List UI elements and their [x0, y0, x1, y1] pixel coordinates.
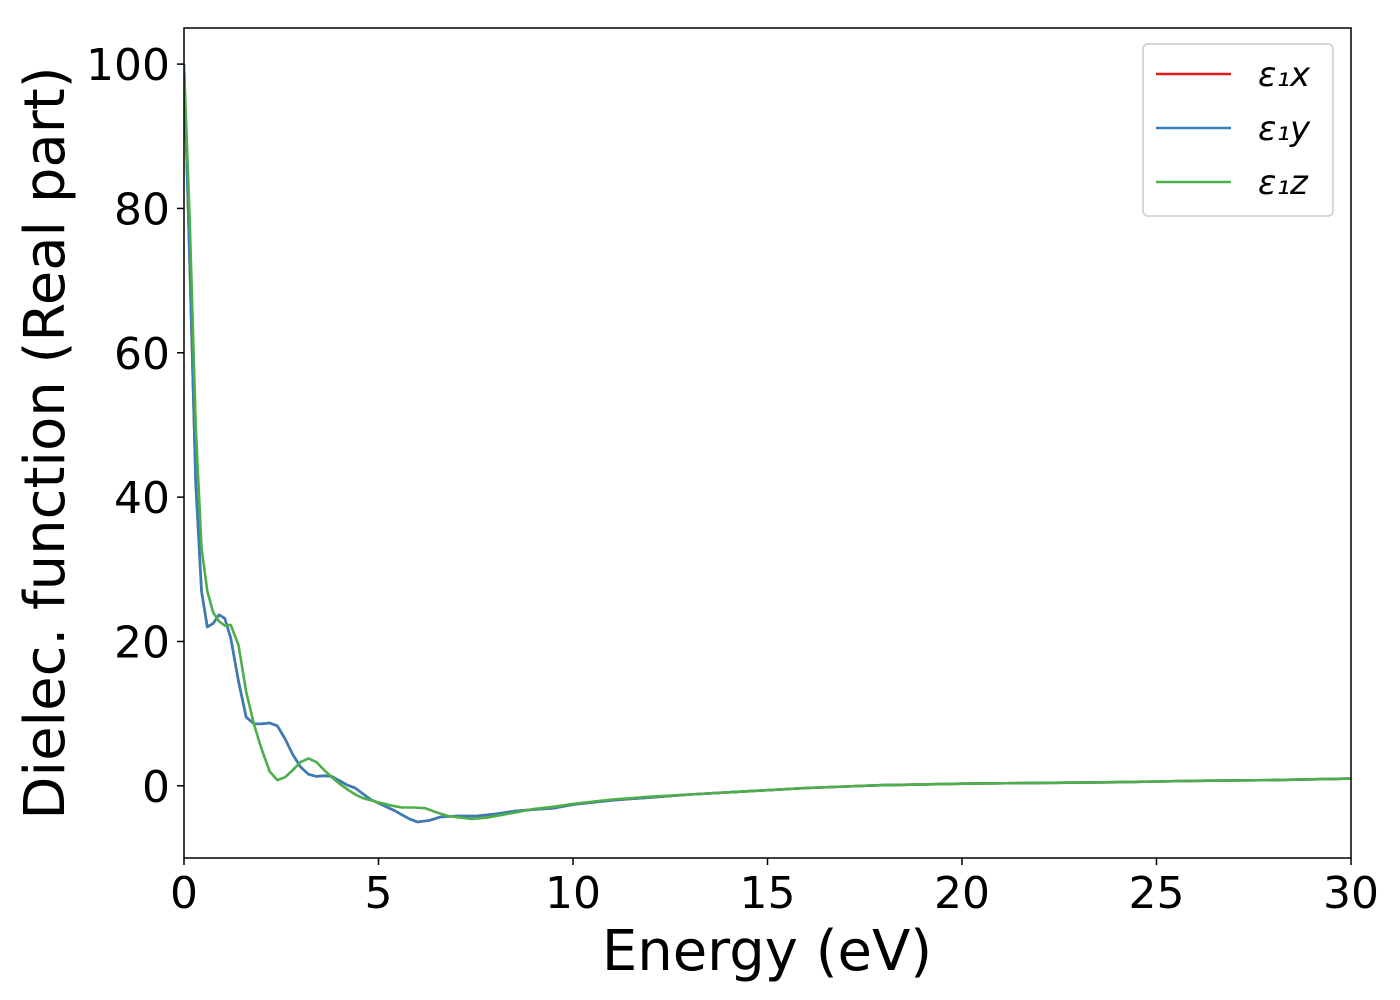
- legend-box: [1142, 43, 1334, 217]
- plot-area: [184, 64, 1351, 824]
- y-tick-label: 0: [142, 762, 170, 813]
- x-tick-label: 15: [740, 868, 796, 919]
- y-tick-label: 60: [114, 329, 170, 380]
- x-tick-label: 10: [545, 868, 601, 919]
- legend-label-2: ε₁y: [1258, 109, 1311, 149]
- series-line-3: [184, 64, 1351, 821]
- x-tick-label: 0: [170, 868, 198, 919]
- y-tick-label: 40: [114, 473, 170, 524]
- legend-label-1: ε₁x: [1258, 55, 1311, 95]
- legend: ε₁x ε₁y ε₁z: [1142, 43, 1334, 217]
- y-tick-label: 20: [114, 617, 170, 668]
- y-tick-label: 80: [114, 184, 170, 235]
- y-tick-label: 100: [86, 40, 170, 91]
- x-tick-label: 5: [365, 868, 393, 919]
- x-tick-label: 20: [934, 868, 990, 919]
- x-tick-label: 30: [1323, 868, 1379, 919]
- x-axis-title: Energy (eV): [602, 919, 932, 984]
- legend-label-3: ε₁z: [1258, 163, 1309, 203]
- plot-frame: [183, 27, 1352, 859]
- axis-ticks: 0 5 10 15 20 25 30 0 20 40 60 80 100: [86, 40, 1379, 919]
- y-axis-title: Dielec. function (Real part): [13, 66, 78, 819]
- x-tick-label: 25: [1129, 868, 1185, 919]
